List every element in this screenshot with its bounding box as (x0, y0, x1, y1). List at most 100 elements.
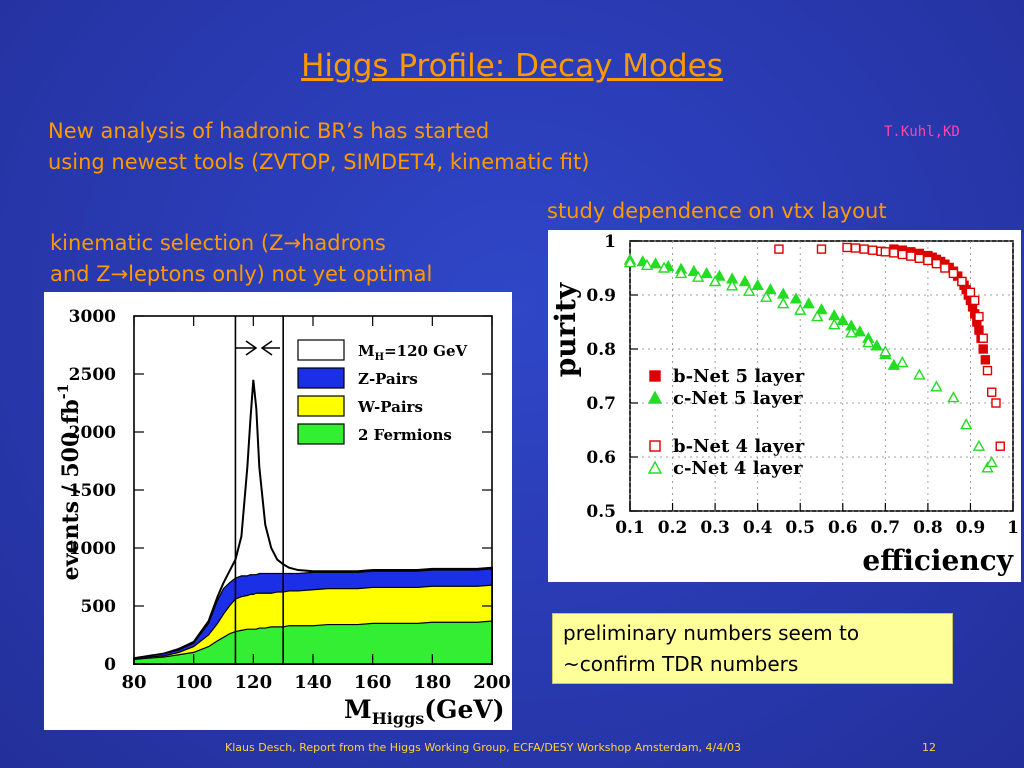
scatter-point (959, 418, 973, 430)
scatter-y-tick-label: 0.9 (586, 286, 616, 306)
footer-credit: Klaus Desch, Report from the Higgs Worki… (225, 741, 741, 754)
histogram-legend-label: Z-Pairs (358, 370, 418, 388)
scatter-x-tick-label: 0.1 (615, 518, 645, 538)
mass-histogram: 80 100 120 140 160 180 20005001000150020002500… (56, 307, 511, 728)
scatter-x-tick-label: 0.5 (785, 518, 815, 538)
note-line-1: preliminary numbers seem to (563, 621, 860, 645)
scatter-point (982, 365, 993, 376)
histogram-legend-swatch (297, 395, 345, 417)
left-heading-line-2: and Z→leptons only) not yet optimal (50, 262, 433, 286)
scatter-point (853, 325, 866, 337)
scatter-point (700, 266, 713, 279)
scatter-point (948, 268, 959, 279)
intro-line-1: New analysis of hadronic BR’s has starte… (48, 119, 490, 143)
scatter-point (751, 278, 764, 290)
scatter-point (657, 261, 671, 273)
histogram-legend-swatch (297, 367, 345, 389)
scatter-point (897, 249, 908, 260)
histogram-legend-swatch (297, 423, 345, 445)
scatter-legend-label: b-Net 5 layer (673, 366, 805, 387)
scatter-points (623, 242, 1005, 473)
histogram-x-tick-label: 160 (354, 672, 392, 693)
scatter-point (691, 270, 705, 282)
scatter-point (640, 258, 654, 270)
scatter-point (978, 344, 988, 354)
mass-window (234, 316, 284, 664)
scatter-point (647, 460, 663, 474)
scatter-point (980, 355, 991, 365)
scatter-point (738, 275, 752, 287)
scatter-y-label: purity (549, 282, 582, 377)
scatter-point (647, 390, 663, 404)
histogram-area-0 (133, 620, 493, 665)
histogram-x-tick-label: 200 (473, 672, 511, 693)
scatter-y-tick-label: 0.5 (586, 502, 616, 522)
histogram-y-tick-label: 2500 (69, 365, 116, 385)
scatter-point (623, 256, 637, 268)
scatter-point (845, 326, 858, 338)
scatter-point (859, 244, 869, 254)
scatter-point (970, 295, 980, 306)
scatter-ticks: 0.1 0.2 0.3 0.4 0.5 0.6 0.7 0.8 0.9 1 0.5 0.6 0.7 0.8… (586, 232, 1019, 538)
scatter-point (708, 275, 722, 287)
scatter-point (802, 297, 815, 309)
scatter-point (987, 387, 997, 397)
scatter-point (906, 251, 916, 261)
scatter-y-tick-label: 0.7 (586, 394, 616, 414)
scatter-x-tick-label: 0.6 (828, 518, 858, 538)
scatter-point (828, 318, 841, 330)
scatter-point (995, 441, 1005, 451)
scatter-point (930, 380, 943, 392)
purity-efficiency-plot: 0.1 0.2 0.3 0.4 0.5 0.6 0.7 0.8 0.9 1 0.5 0.6 0.7 0.8… (549, 232, 1019, 577)
scatter-point (725, 279, 739, 291)
left-heading: kinematic selection (Z→hadrons and Z→lep… (50, 228, 432, 290)
scatter-point (880, 247, 891, 257)
scatter-point (879, 345, 892, 357)
scatter-x-tick-label: 0.3 (700, 518, 730, 538)
scatter-point (815, 303, 828, 315)
intro-line-2: using newest tools (ZVTOP, SIMDET4, kine… (48, 150, 590, 174)
scatter-point (870, 339, 884, 351)
scatter-point (972, 439, 986, 451)
scatter-point (991, 398, 1001, 408)
histogram-areas (133, 379, 493, 665)
scatter-x-tick-label: 0.7 (871, 518, 901, 538)
scatter-point (914, 253, 925, 263)
scatter-y-tick-label: 1 (604, 232, 616, 252)
histogram-x-tick-label: 180 (414, 672, 452, 693)
scatter-x-tick-label: 0.8 (913, 518, 943, 538)
histogram-legend-label: MH=120 GeV (358, 342, 468, 363)
scatter-point (867, 245, 878, 255)
scatter-point (774, 244, 784, 254)
mass-histogram-panel: 80 100 120 140 160 180 200 0 500 1000 1500 2000 2500… (44, 292, 512, 730)
scatter-point (940, 263, 950, 273)
scatter-frame (629, 240, 1014, 512)
scatter-point (974, 311, 984, 322)
scatter-point (978, 333, 988, 343)
histogram-y-tick-label: 0 (104, 655, 116, 675)
scatter-point (985, 455, 998, 468)
left-heading-line-1: kinematic selection (Z→hadrons (50, 231, 386, 255)
scatter-point (713, 269, 726, 281)
scatter-point (789, 292, 803, 304)
scatter-point (850, 243, 861, 253)
histogram-y-label: events / 500 fb-1 (56, 384, 84, 581)
author-credit: T.Kuhl,KD (884, 124, 960, 140)
scatter-x-tick-label: 1 (1007, 518, 1019, 538)
scatter-legend-label: b-Net 4 layer (673, 436, 805, 457)
scatter-point (896, 356, 909, 368)
scatter-legend-label: c-Net 5 layer (673, 388, 803, 409)
scatter-point (649, 257, 662, 269)
histogram-x-tick-label: 120 (235, 672, 273, 693)
histogram-y-tick-label: 500 (81, 597, 117, 617)
scatter-point (828, 309, 841, 321)
scatter-point (687, 264, 701, 276)
scatter-point (649, 370, 661, 382)
histogram-x-label: MHiggs(GeV) (344, 695, 505, 728)
scatter-point (957, 276, 967, 287)
histogram-x-tick-label: 80 (121, 672, 146, 693)
right-heading: study dependence on vtx layout (547, 199, 887, 223)
scatter-point (764, 283, 777, 295)
scatter-point (913, 368, 926, 380)
